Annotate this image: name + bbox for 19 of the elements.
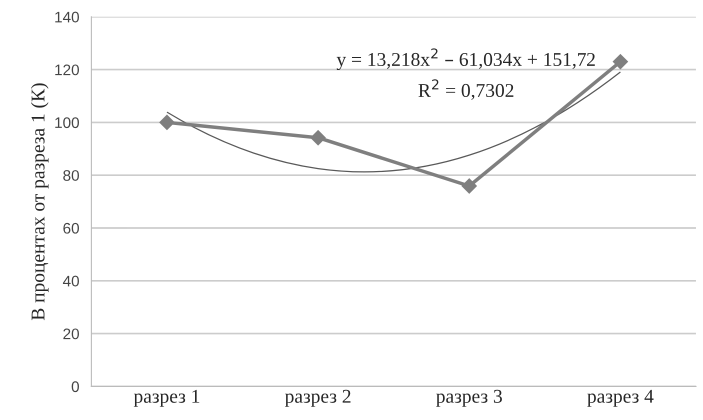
y-tick-label: 0 [72, 381, 79, 392]
y-tick-label: 20 [63, 328, 79, 340]
y-tick-label: 140 [55, 12, 79, 22]
y-tick-label: 40 [62, 276, 79, 286]
x-tick-label: разрез 4 [587, 390, 654, 407]
point [462, 178, 477, 194]
x-tick-label: разрез 2 [284, 390, 350, 407]
y-tick-label: 80 [63, 170, 79, 181]
y-tick-label: 100 [55, 117, 79, 128]
annotation: y = 13,218x$^{2}$ – 61,034x + 151,72 [336, 48, 595, 70]
y-tick-label: 60 [63, 222, 79, 234]
point [159, 114, 175, 130]
annotation: R$^{2}$ = 0,7302 [418, 79, 514, 100]
point [612, 54, 628, 70]
point [310, 130, 326, 146]
y-axis-title: В процентах от разреза 1 (К) [30, 83, 49, 320]
x-tick-label: разрез 3 [436, 390, 502, 407]
x-tick-label: разрез 1 [134, 390, 200, 407]
y-tick-label: 120 [55, 64, 79, 76]
